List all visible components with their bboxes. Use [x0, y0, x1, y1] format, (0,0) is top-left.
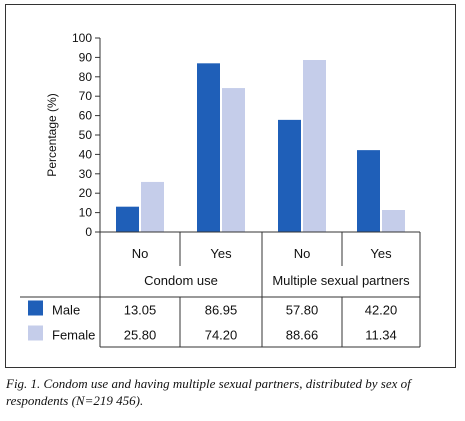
data-value-label: 25.80: [124, 328, 157, 343]
bar-female: [382, 210, 405, 232]
y-tick-label: 10: [79, 206, 93, 220]
y-tick-label: 70: [79, 89, 93, 103]
y-tick-label: 40: [79, 147, 93, 161]
figure-caption: Fig. 1. Condom use and having multiple s…: [6, 376, 411, 408]
y-tick-label: 50: [79, 128, 93, 142]
y-tick-label: 0: [85, 225, 92, 239]
data-value-label: 88.66: [286, 328, 319, 343]
x-category-label: No: [132, 246, 149, 261]
bar-female: [222, 88, 245, 232]
y-tick-label: 30: [79, 167, 93, 181]
legend-swatch-female: [28, 325, 43, 341]
bar-female: [141, 181, 164, 232]
data-value-label: 74.20: [205, 328, 238, 343]
x-group-label: Multiple sexual partners: [272, 273, 410, 288]
legend-label-female: Female: [52, 328, 95, 343]
legend-label-male: Male: [52, 303, 80, 318]
data-value-label: 86.95: [205, 303, 238, 318]
x-category-label: Yes: [370, 246, 392, 261]
x-group-label: Condom use: [144, 273, 218, 288]
bar-male: [116, 206, 139, 232]
y-tick-label: 80: [79, 70, 93, 84]
bar-female: [303, 59, 326, 232]
data-value-label: 57.80: [286, 303, 319, 318]
figure-frame: [5, 4, 456, 368]
legend-swatch-male: [28, 300, 43, 316]
bar-chart: 0 10 20 30 40 50 60 70 80 90 100 Percentage (%) No Ye…: [20, 31, 421, 348]
y-tick-label: 90: [79, 50, 93, 64]
bar-male: [197, 63, 220, 232]
x-category-label: Yes: [210, 246, 232, 261]
bar-male: [278, 119, 301, 232]
data-value-label: 13.05: [124, 303, 157, 318]
x-category-label: No: [294, 246, 311, 261]
data-value-label: 42.20: [365, 303, 398, 318]
y-tick-label: 60: [79, 109, 93, 123]
bar-male: [357, 150, 380, 232]
y-axis-label: Percentage (%): [45, 93, 59, 176]
y-tick-label: 100: [72, 31, 92, 45]
data-value-label: 11.34: [365, 328, 397, 343]
y-tick-label: 20: [79, 186, 93, 200]
